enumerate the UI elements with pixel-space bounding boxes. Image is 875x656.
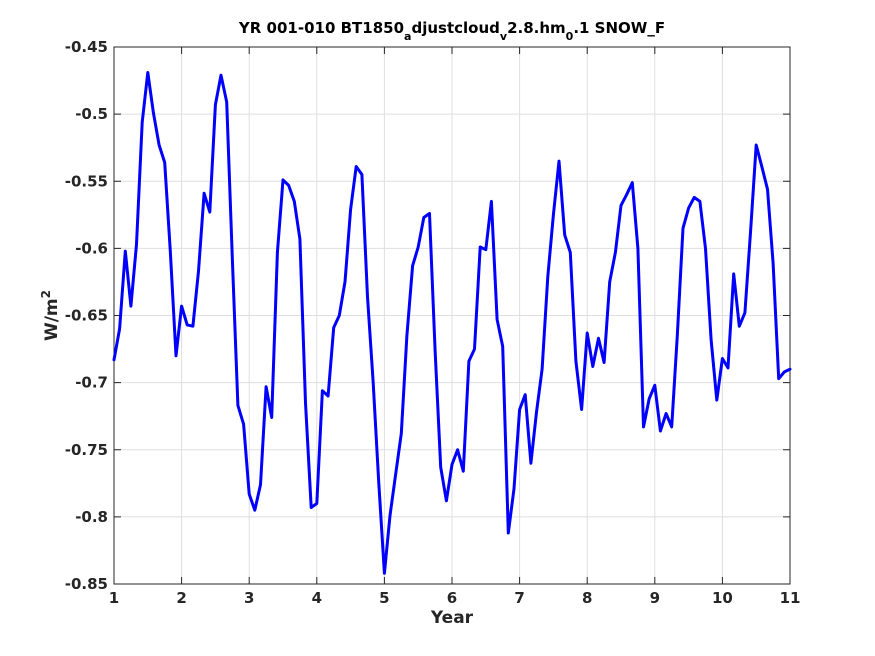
- x-tick-label: 7: [514, 589, 524, 607]
- y-tick-label: -0.45: [65, 38, 108, 56]
- x-tick-label: 5: [379, 589, 389, 607]
- x-tick-label: 10: [712, 589, 733, 607]
- x-tick-label: 2: [176, 589, 186, 607]
- y-tick-label: -0.65: [65, 307, 108, 325]
- x-tick-label: 3: [244, 589, 254, 607]
- axis-labels: 1 2 3 4 5 6 7 8 9 10 11 -0.85 -0.8 -0.75 -0.7 -0.65 -0.6…: [39, 19, 800, 628]
- y-tick-label: -0.8: [75, 508, 108, 526]
- y-tick-label: -0.55: [65, 172, 108, 190]
- x-tick-label: 9: [650, 589, 660, 607]
- y-axis-label: W/m2: [39, 290, 62, 341]
- x-tick-label: 8: [582, 589, 592, 607]
- y-tick-label: -0.5: [75, 105, 108, 123]
- axis-ticks: [113, 46, 791, 585]
- x-axis-label: Year: [430, 608, 474, 628]
- series-line: [112, 71, 792, 575]
- x-tick-label: 4: [312, 589, 322, 607]
- data-series: [112, 71, 792, 575]
- x-tick-label: 1: [109, 589, 119, 607]
- y-tick-label: -0.85: [65, 575, 108, 593]
- y-tick-label: -0.6: [75, 239, 108, 257]
- chart-title: YR 001-010 BT1850adjustcloudv2.8.hm0.1 S…: [238, 19, 665, 43]
- x-tick-label: 11: [780, 589, 801, 607]
- y-tick-label: -0.75: [65, 441, 108, 459]
- y-tick-label: -0.7: [75, 374, 108, 392]
- x-tick-label: 6: [447, 589, 457, 607]
